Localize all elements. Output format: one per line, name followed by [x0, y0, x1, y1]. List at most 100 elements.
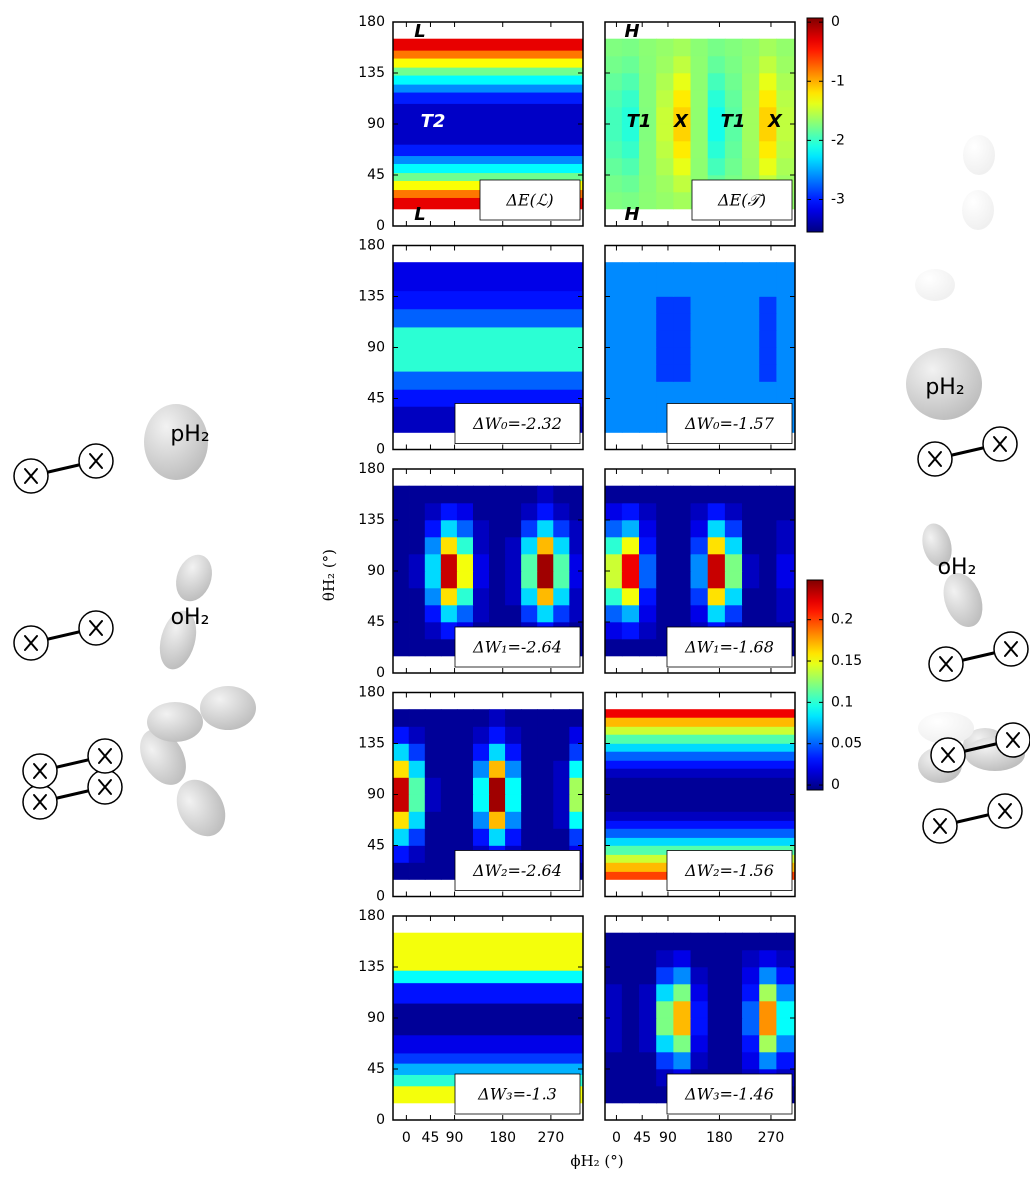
heatmap-cell: [457, 537, 473, 554]
heatmap-cell: [777, 56, 795, 73]
heatmap-cell: [622, 73, 639, 90]
annotation: ΔW₂=-2.64: [472, 861, 562, 880]
heatmap-cell: [708, 967, 725, 984]
heatmap-cell: [473, 486, 489, 503]
heatmap-cell: [622, 639, 639, 656]
heatmap-cell: [554, 795, 570, 812]
heatmap-cell: [393, 164, 583, 173]
annotation: ΔW₃=-1.46: [684, 1085, 774, 1104]
heatmap-cell: [538, 778, 554, 795]
heatmap-cell: [657, 280, 674, 297]
heatmap-cell: [570, 605, 583, 622]
heatmap-cell: [725, 967, 742, 984]
heatmap-cell: [605, 399, 622, 416]
heatmap-cell: [674, 933, 691, 950]
heatmap-cell: [777, 158, 795, 175]
heatmap-cell: [425, 639, 441, 656]
heatmap-cell: [570, 537, 583, 554]
heatmap-cell: [657, 554, 674, 571]
heatmap-cell: [742, 967, 759, 984]
heatmap-cell: [605, 778, 795, 812]
heatmap-cell: [489, 812, 505, 829]
heatmap-cell: [622, 967, 639, 984]
molecule: [929, 632, 1028, 681]
heatmap-cell: [605, 717, 795, 726]
heatmap-cell: [441, 605, 457, 622]
heatmap-cell: [760, 950, 777, 967]
heatmap-cell: [742, 365, 759, 382]
heatmap-cell: [657, 331, 674, 348]
heatmap-cell: [441, 795, 457, 812]
heatmap-cell: [760, 605, 777, 622]
heatmap-cell: [393, 486, 409, 503]
heatmap-cell: [473, 710, 489, 727]
heatmap-cell: [742, 141, 759, 158]
heatmap-cell: [708, 90, 725, 107]
heatmap-cell: [393, 795, 409, 812]
heatmap-cell: [605, 175, 622, 192]
heatmap-cell: [393, 863, 409, 880]
heatmap-cell: [777, 1052, 795, 1069]
heatmap-cell: [538, 486, 554, 503]
heatmap-cell: [674, 297, 691, 314]
heatmap-cell: [605, 90, 622, 107]
heatmap-cell: [742, 280, 759, 297]
heatmap-cell: [505, 605, 521, 622]
heatmap-cell: [425, 486, 441, 503]
x-tick-label: 90: [659, 1130, 677, 1146]
heatmap-cell: [605, 639, 622, 656]
heatmap-cell: [622, 399, 639, 416]
heatmap-cell: [742, 73, 759, 90]
panel: ΔE(𝒯)HHT1XT1X: [605, 21, 795, 226]
colorbar-scale: [807, 580, 823, 790]
heatmap-cell: [473, 761, 489, 778]
heatmap-cell: [489, 829, 505, 846]
heatmap-cell: [760, 1018, 777, 1035]
heatmap-cell: [691, 950, 708, 967]
heatmap-cell: [674, 331, 691, 348]
heatmap-cell: [639, 263, 656, 280]
heatmap-cell: [639, 331, 656, 348]
heatmap-cell: [393, 639, 409, 656]
heatmap-cell: [742, 331, 759, 348]
heatmap-cell: [742, 56, 759, 73]
heatmap-cell: [622, 503, 639, 520]
heatmap-cell: [725, 141, 742, 158]
heatmap-cell: [521, 744, 537, 761]
heatmap-cell: [777, 263, 795, 280]
heatmap-cell: [393, 983, 583, 1003]
heatmap-cell: [777, 520, 795, 537]
heatmap-cell: [393, 727, 409, 744]
heatmap-cell: [639, 950, 656, 967]
heatmap-cell: [473, 829, 489, 846]
heatmap-cell: [674, 503, 691, 520]
heatmap-cell: [742, 263, 759, 280]
heatmap-cell: [639, 90, 656, 107]
heatmap-cell: [760, 314, 777, 331]
heatmap-cell: [708, 73, 725, 90]
heatmap-cell: [457, 520, 473, 537]
heatmap-cell: [674, 1035, 691, 1052]
heatmap-cell: [725, 73, 742, 90]
y-tick-label: 135: [358, 289, 385, 305]
heatmap-cell: [639, 141, 656, 158]
region-label: L: [414, 204, 425, 225]
heatmap-cell: [489, 710, 505, 727]
y-tick-label: 45: [367, 838, 385, 854]
y-tick-label: 90: [367, 116, 385, 132]
heatmap-cell: [409, 744, 425, 761]
heatmap-cell: [622, 416, 639, 433]
heatmap-cell: [473, 812, 489, 829]
colorbar: 0-1-2-3: [807, 14, 845, 232]
heatmap-cell: [473, 537, 489, 554]
x-tick-label: 45: [422, 1130, 440, 1146]
heatmap-cell: [691, 107, 708, 124]
heatmap-cell: [425, 727, 441, 744]
heatmap-cell: [457, 795, 473, 812]
heatmap-cell: [725, 314, 742, 331]
heatmap-cell: [657, 537, 674, 554]
heatmap-cell: [760, 141, 777, 158]
heatmap-cell: [674, 486, 691, 503]
heatmap-cell: [393, 58, 583, 67]
heatmap-cell: [622, 348, 639, 365]
